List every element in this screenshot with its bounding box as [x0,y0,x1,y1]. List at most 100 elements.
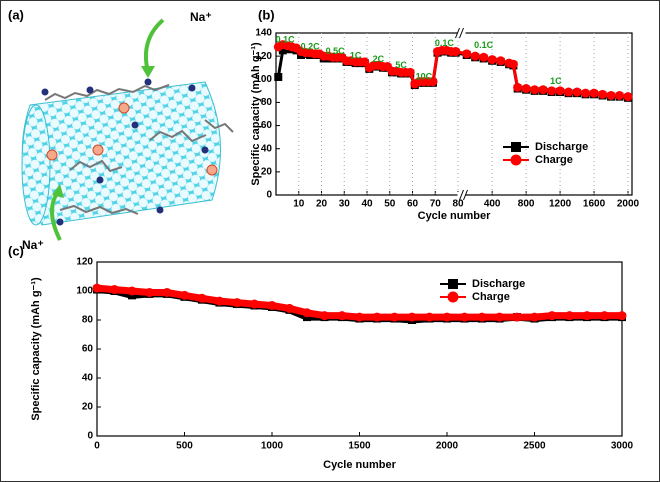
x-tick-label: 400 [484,199,501,210]
plot-frame [275,32,633,196]
axis-break [459,27,464,39]
x-tick-label: 0 [94,441,100,452]
arrow-head [52,184,64,198]
legend-marker [447,291,459,303]
x-axis-title: Cycle number [323,459,396,471]
data-point [623,92,633,102]
data-point [487,55,497,65]
y-tick-label: 120 [76,257,93,268]
annotation: 0.1C [435,38,455,48]
legend-marker [511,142,521,152]
annotation: 0.1C [276,34,296,44]
annotation: 1C [350,51,362,61]
annotation: 2C [373,54,385,64]
data-point [581,88,591,98]
data-point [285,303,294,313]
panel-label: (c) [8,243,24,258]
y-axis-title: Specific capacity (mAh g⁻¹) [30,277,42,421]
data-point [180,290,189,300]
data-point [355,312,364,322]
atoms [41,78,209,226]
illustration: Na⁺ Na⁺ (a) [8,7,234,252]
legend-marker [448,279,458,289]
data-point [538,85,548,95]
panel-label: (a) [8,7,24,22]
data-point [582,311,592,321]
x-tick-label: 800 [518,199,535,210]
data-point [477,312,487,322]
data-point [302,308,312,318]
x-tick-label: 70 [430,199,442,210]
data-point [320,311,329,321]
sodium-sites [46,102,218,176]
ion-label: Na⁺ [190,10,212,24]
data-point [462,49,472,59]
x-tick-label: 2000 [436,441,459,452]
data-point [530,312,539,322]
y-tick-label: 0 [87,431,93,442]
y-tick-label: 80 [261,97,273,108]
data-point [372,312,382,322]
x-tick-label: 1000 [261,441,284,452]
x-tick-label: 3000 [611,441,634,452]
data-point [547,86,557,96]
data-point [521,84,531,94]
x-tick-label: 30 [339,199,351,210]
data-point [92,283,102,293]
data-point [589,88,599,98]
data-point [512,312,522,322]
x-tick-label: 10 [293,199,305,210]
data-point [274,72,283,81]
y-tick-label: 40 [261,143,273,154]
legend-label: Discharge [472,278,525,290]
molecules [44,84,234,215]
data-point [617,311,627,321]
data-point [215,296,224,306]
annotation: 0.1C [474,40,494,50]
data-point [425,312,434,322]
data-point [442,312,452,322]
x-tick-label: 1200 [549,199,572,210]
data-point [267,301,277,310]
data-point [479,52,489,62]
data-point [530,85,540,95]
data-point [278,46,287,55]
annotation: 10C [416,71,433,81]
data-point [250,299,259,309]
y-tick-label: 120 [255,51,272,62]
tube-end [21,104,51,226]
data-point [600,311,609,321]
annotation: 5C [395,60,407,70]
y-tick-label: 40 [82,373,94,384]
data-point [232,298,242,308]
y-tick-label: 60 [261,120,273,131]
x-tick-label: 20 [316,199,328,210]
y-tick-label: 20 [261,166,273,177]
axis-break [459,189,464,201]
data-point [451,47,461,57]
axis-break [455,27,460,39]
panel-label: (b) [258,7,275,22]
data-point [495,312,504,322]
data-point [110,285,119,295]
data-point [145,287,154,297]
data-point [508,59,518,69]
data-point [197,293,207,303]
data-point [428,77,438,87]
data-point [513,82,523,92]
x-tick-label: 500 [176,441,193,452]
y-axis-title: Specific capacity (mAh g⁻¹) [250,42,262,186]
y-tick-label: 20 [82,402,94,413]
data-point [564,87,574,97]
x-axis-title: Cycle number [418,210,491,222]
annotation: 1C [550,76,562,86]
x-tick-label: 2000 [617,199,640,210]
data-point [496,56,506,66]
data-point [547,311,557,321]
x-tick-label: 1600 [583,199,606,210]
data-point [390,312,399,322]
data-point [470,51,480,61]
